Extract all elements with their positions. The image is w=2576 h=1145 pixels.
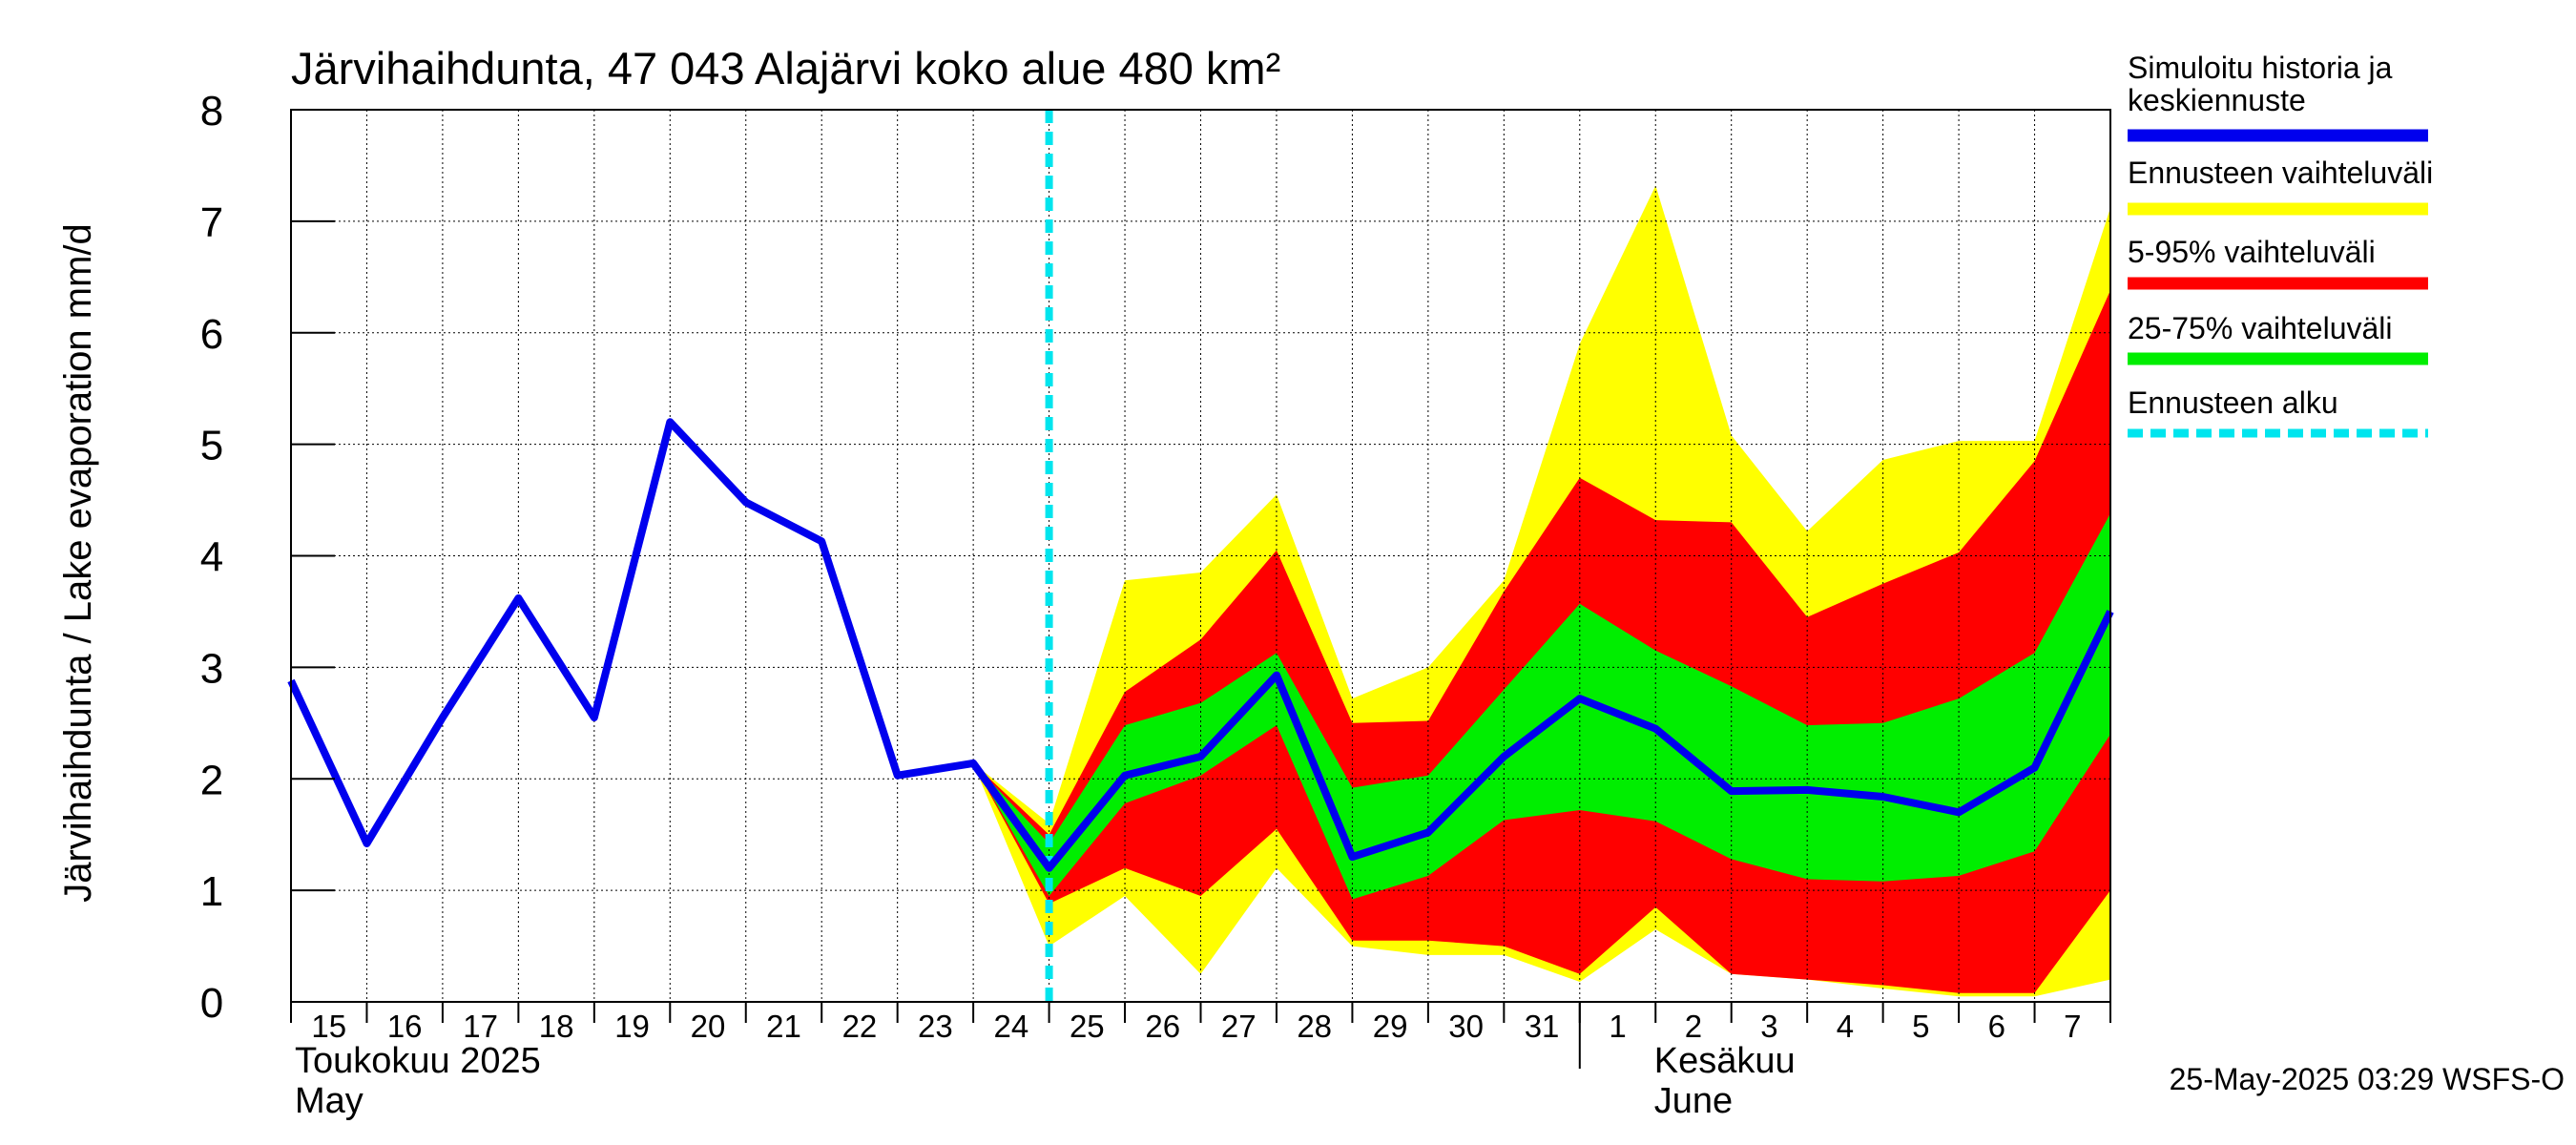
band-3 [973, 513, 2110, 900]
x-day-label: 1 [1609, 1009, 1626, 1044]
legend-label: Ennusteen alku [2128, 385, 2338, 420]
timestamp-footer: 25-May-2025 03:29 WSFS-O [2170, 1062, 2565, 1096]
forecast-bands [973, 185, 2110, 997]
chart-title: Järvihaihdunta, 47 043 Alajärvi koko alu… [291, 43, 1280, 94]
x-day-label: 19 [614, 1009, 650, 1044]
x-axis: 15 16 17 18 19 20 21 22 23 24 25 26 27 28 29 30 31 1 2 3 4 5 6… [290, 1002, 2111, 1121]
x-day-label: 24 [993, 1009, 1028, 1044]
x-day-label: 2 [1685, 1009, 1702, 1044]
y-tick-label: 7 [200, 199, 223, 246]
x-day-label: 7 [2064, 1009, 2081, 1044]
x-day-label: 31 [1525, 1009, 1560, 1044]
x-day-label: 26 [1145, 1009, 1180, 1044]
month-label-fi: Kesäkuu [1654, 1041, 1796, 1081]
y-tick-label: 3 [200, 645, 223, 692]
legend-label: 5-95% vaihteluväli [2128, 235, 2376, 269]
grid-lines [291, 110, 2110, 1002]
y-axis-label: Järvihaihdunta / Lake evaporation mm/d [57, 223, 99, 903]
legend-label: Ennusteen vaihteluväli [2128, 156, 2433, 190]
x-day-label: 30 [1448, 1009, 1484, 1044]
y-tick-label: 0 [200, 980, 223, 1027]
x-day-label: 25 [1070, 1009, 1105, 1044]
x-day-label: 22 [842, 1009, 878, 1044]
x-day-label: 21 [766, 1009, 801, 1044]
y-tick-label: 2 [200, 757, 223, 803]
month-label-en: May [295, 1081, 364, 1121]
x-day-label: 17 [463, 1009, 498, 1044]
x-day-label: 16 [387, 1009, 423, 1044]
x-day-label: 5 [1912, 1009, 1929, 1044]
x-day-label: 18 [539, 1009, 574, 1044]
y-axis: 0 1 2 3 4 5 6 7 8 [200, 88, 335, 1027]
y-tick-label: 8 [200, 88, 223, 135]
x-day-label: 4 [1837, 1009, 1854, 1044]
x-day-label: 27 [1221, 1009, 1257, 1044]
y-tick-label: 1 [200, 868, 223, 915]
legend-label: keskiennuste [2128, 83, 2306, 117]
x-day-label: 6 [1988, 1009, 2005, 1044]
series-lines [287, 418, 2114, 872]
x-day-label: 20 [691, 1009, 726, 1044]
legend-label: Simuloitu historia ja [2128, 51, 2393, 85]
x-day-label: 23 [918, 1009, 953, 1044]
month-label-fi: Toukokuu 2025 [295, 1041, 541, 1081]
month-label-en: June [1654, 1081, 1733, 1121]
y-tick-label: 5 [200, 423, 223, 469]
y-tick-label: 4 [200, 534, 223, 581]
x-day-label: 3 [1760, 1009, 1777, 1044]
y-tick-label: 6 [200, 311, 223, 358]
x-day-label: 29 [1373, 1009, 1408, 1044]
x-day-label: 15 [311, 1009, 346, 1044]
legend-label: 25-75% vaihteluväli [2128, 311, 2393, 345]
x-day-label: 28 [1297, 1009, 1332, 1044]
median-line [287, 418, 2114, 872]
